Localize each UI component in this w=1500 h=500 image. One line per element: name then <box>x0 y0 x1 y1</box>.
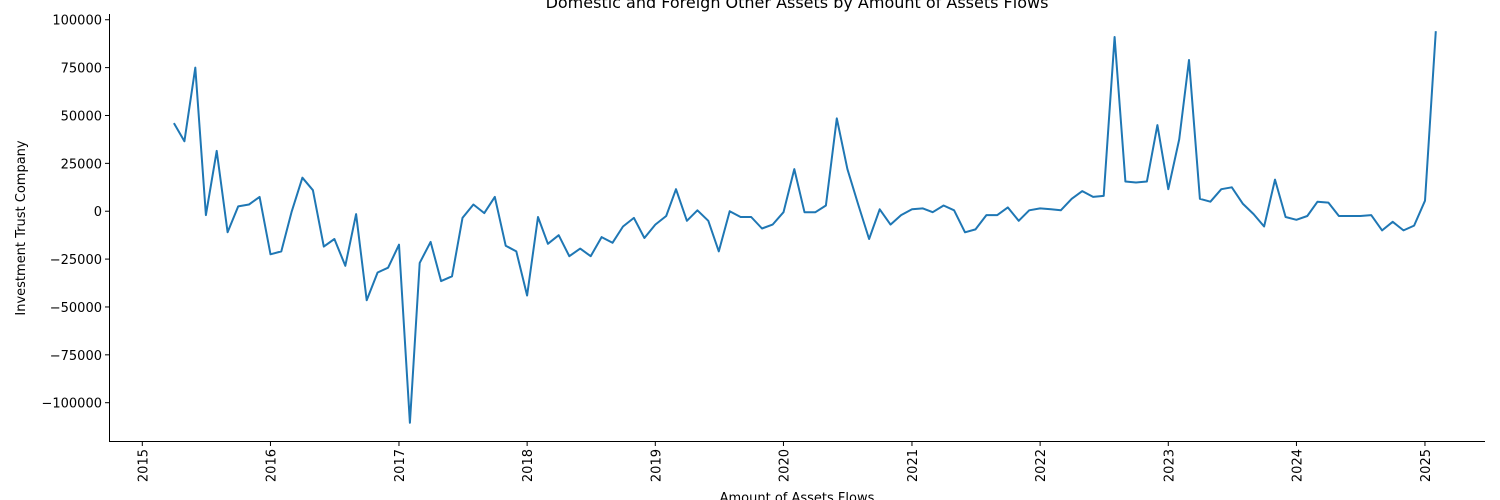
x-tick-label: 2019 <box>649 449 664 482</box>
series-line <box>173 31 1437 424</box>
y-tick-label: 25000 <box>61 157 102 172</box>
y-axis-label: Investment Trust Company <box>14 140 29 316</box>
y-tick-label: 50000 <box>61 109 102 124</box>
chart-title: Domestic and Foreign Other Assets by Amo… <box>546 0 1049 12</box>
x-tick-label: 2024 <box>1290 449 1305 482</box>
x-tick-label: 2023 <box>1162 449 1177 482</box>
x-axis-ticks: 2015 2016 2017 2018 2019 2020 2021 2022 2023 2024… <box>136 441 1434 482</box>
x-tick-label: 2016 <box>264 449 279 482</box>
y-tick-label: 0 <box>94 205 102 220</box>
x-tick-label: 2015 <box>136 449 151 482</box>
x-tick-label: 2020 <box>777 449 792 482</box>
x-tick-label: 2025 <box>1419 449 1434 482</box>
x-tick-label: 2018 <box>521 449 536 482</box>
x-tick-label: 2021 <box>906 449 921 482</box>
y-tick-label: −100000 <box>41 397 102 412</box>
y-tick-label: −75000 <box>50 349 102 364</box>
y-tick-label: 100000 <box>52 14 102 29</box>
x-tick-label: 2022 <box>1034 449 1049 482</box>
x-axis-label: Amount of Assets Flows <box>720 491 875 500</box>
y-tick-label: 75000 <box>61 62 102 77</box>
x-tick-label: 2017 <box>393 449 408 482</box>
y-tick-label: −25000 <box>50 253 102 268</box>
y-tick-label: −50000 <box>50 301 102 316</box>
y-axis-ticks: −100000 −75000 −50000 −25000 0 25000 50000 7500… <box>41 14 110 412</box>
